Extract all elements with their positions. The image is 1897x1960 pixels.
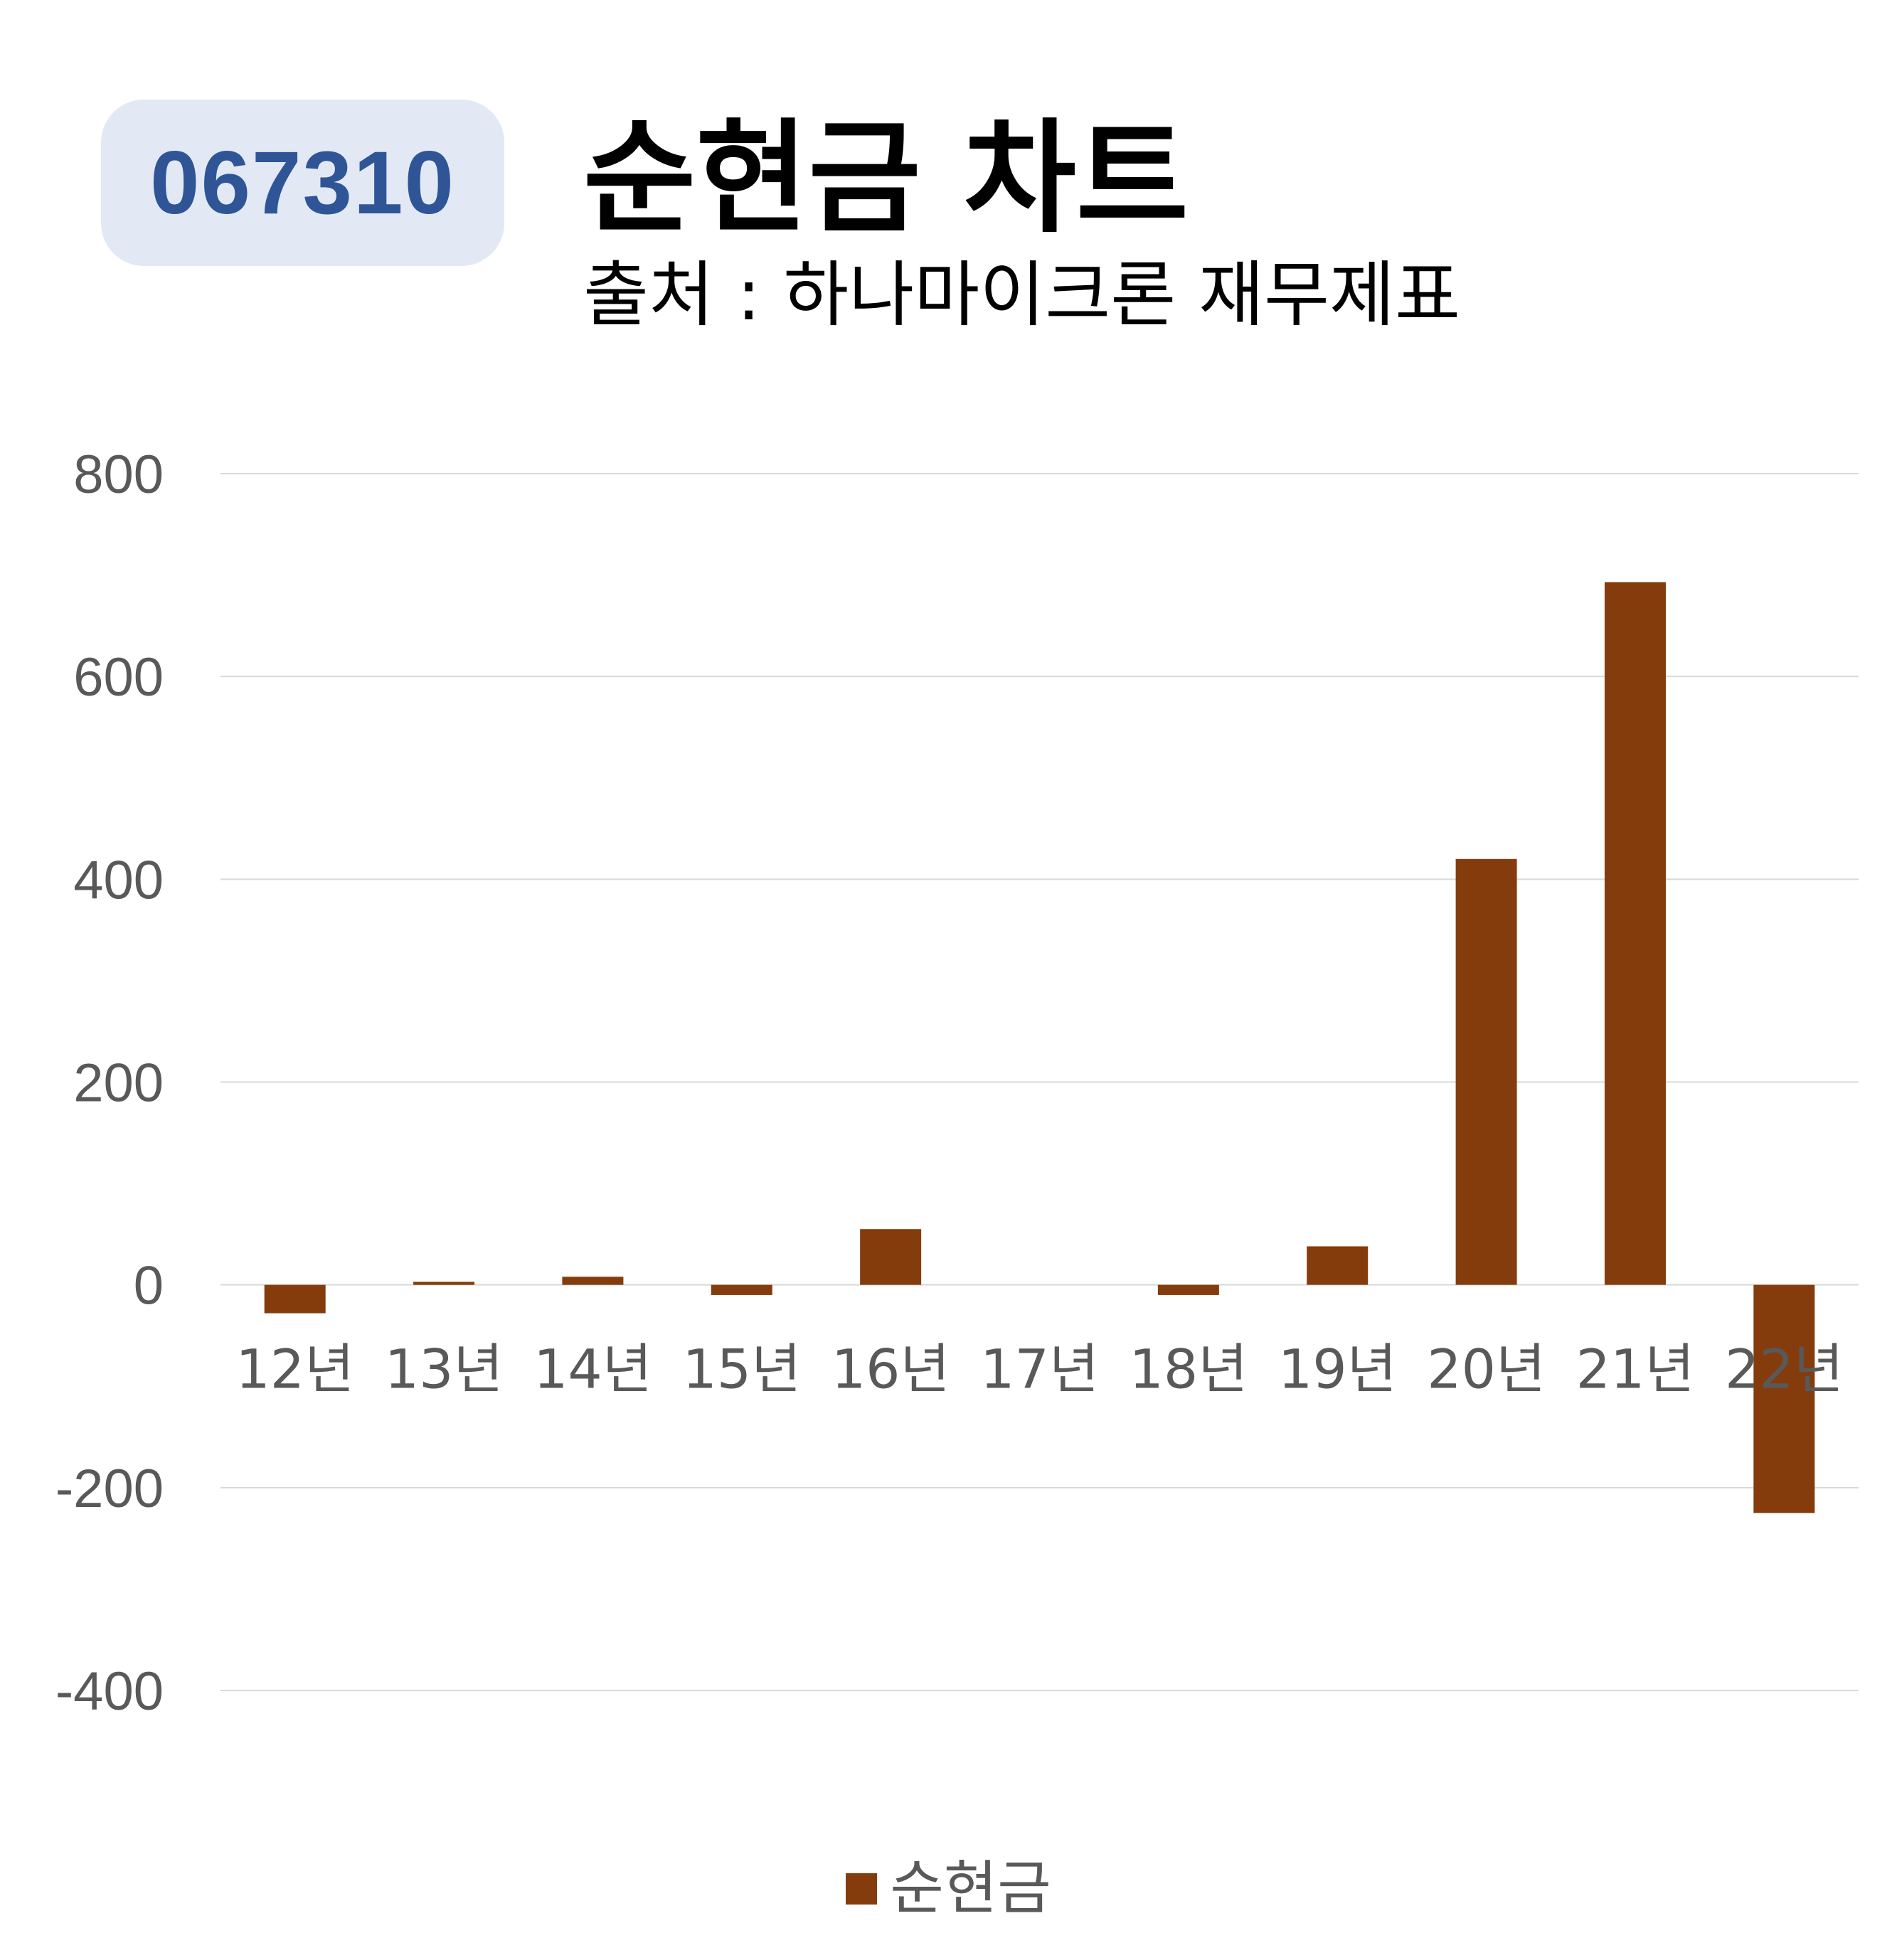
chart-title: 순현금 차트: [583, 107, 1189, 250]
chart-subtitle: 출처 : 하나마이크론 재무제표: [583, 253, 1461, 336]
y-tick-label: 0: [134, 1256, 164, 1316]
x-axis-ticks: 12년 13년 14년 15년 16년 17년 18년 19년 20년 21년 22년: [235, 1338, 1843, 1401]
x-tick-label: 17년: [980, 1338, 1099, 1401]
x-tick-label: 21년: [1576, 1338, 1695, 1401]
x-tick-label: 13년: [385, 1338, 504, 1401]
bar: [1157, 1284, 1219, 1295]
stock-code-badge: 067310: [101, 100, 504, 266]
bar: [264, 1284, 326, 1314]
y-tick-label: -400: [55, 1661, 164, 1722]
legend: 순현금: [0, 1860, 1897, 1918]
x-tick-label: 12년: [235, 1338, 354, 1401]
legend-swatch: [846, 1873, 878, 1905]
x-tick-label: 22년: [1725, 1338, 1844, 1401]
bar: [562, 1277, 624, 1285]
gridlines: [220, 473, 1859, 1691]
bar: [1307, 1246, 1369, 1285]
y-tick-label: 800: [73, 444, 164, 505]
bar: [1455, 858, 1517, 1285]
y-axis-ticks: 800 600 400 200 0 -200 -400: [55, 444, 164, 1722]
y-tick-label: 600: [73, 647, 164, 708]
x-tick-label: 19년: [1278, 1338, 1397, 1401]
x-tick-label: 16년: [831, 1338, 950, 1401]
bars: [264, 582, 1815, 1513]
y-tick-label: 400: [73, 850, 164, 910]
bar: [711, 1284, 772, 1295]
x-tick-label: 15년: [682, 1338, 801, 1401]
x-tick-label: 14년: [533, 1338, 652, 1401]
legend-label: 순현금: [890, 1855, 1051, 1922]
stock-code: 067310: [149, 133, 456, 233]
y-tick-label: 200: [73, 1053, 164, 1114]
x-tick-label: 18년: [1130, 1338, 1248, 1401]
bar: [413, 1282, 475, 1285]
x-tick-label: 20년: [1427, 1338, 1546, 1401]
bar: [860, 1229, 922, 1285]
bar: [1604, 582, 1666, 1285]
y-tick-label: -200: [55, 1459, 164, 1519]
bar: [1753, 1284, 1815, 1513]
